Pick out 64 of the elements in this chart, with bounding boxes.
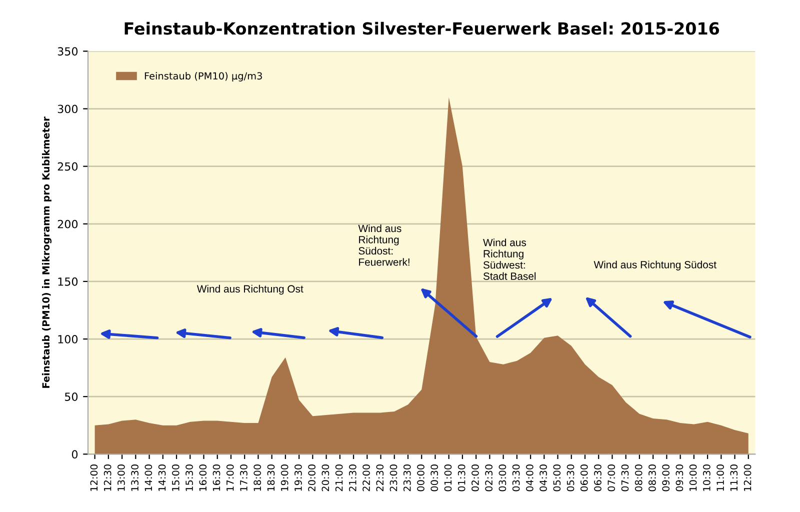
x-tick-label: 11:30 <box>730 464 738 491</box>
x-tick-label: 21:00 <box>335 464 343 492</box>
x-tick-label: 15:00 <box>172 464 180 491</box>
x-tick-label: 00:00 <box>417 464 424 492</box>
x-tick-label: 17:00 <box>226 464 234 491</box>
x-tick-label: 22:30 <box>376 464 384 492</box>
annotation: Wind aus Richtung Südost <box>594 260 716 270</box>
x-tick-label: 17:30 <box>240 464 248 491</box>
x-tick-label: 03:00 <box>498 464 506 492</box>
x-tick-label: 07:30 <box>621 464 629 492</box>
x-tick-label: 02:00 <box>472 464 479 492</box>
x-tick-label: 06:00 <box>580 464 588 492</box>
x-tick-label: 09:30 <box>676 464 684 492</box>
x-tick-label: 20:30 <box>322 464 330 492</box>
x-tick-label: 04:30 <box>540 464 547 492</box>
x-tick-label: 23:00 <box>390 464 398 492</box>
y-tick-label: 200 <box>58 220 78 228</box>
x-tick-label: 04:00 <box>526 464 534 492</box>
x-tick-label: 19:00 <box>280 464 288 491</box>
y-tick-label: 350 <box>58 47 78 56</box>
y-tick-label: 100 <box>58 334 78 344</box>
x-tick-label: 08:00 <box>634 464 642 492</box>
y-tick-label: 250 <box>58 162 78 171</box>
x-tick-label: 10:30 <box>703 464 710 491</box>
x-tick-label: 08:30 <box>648 464 656 492</box>
y-tick-label: 150 <box>58 277 78 286</box>
x-tick-label: 00:30 <box>430 464 438 492</box>
legend-label: Feinstaub (PM10) µg/m3 <box>144 72 262 82</box>
x-tick-label: 15:30 <box>186 464 193 491</box>
x-tick-label: 10:00 <box>689 464 697 491</box>
x-tick-label: 21:30 <box>348 464 356 492</box>
chart-title: Feinstaub-Konzentration Silvester-Feuerwerk Basel: 2015-2016 <box>124 22 720 35</box>
x-tick-label: 01:00 <box>444 464 452 492</box>
x-tick-label: 19:30 <box>294 464 302 491</box>
x-tick-label: 12:30 <box>104 464 112 491</box>
x-tick-label: 12:00 <box>744 464 752 491</box>
y-axis-title: Feinstaub (PM10) in Mikrogramm pro Kubikmeter <box>42 116 52 388</box>
annotation: Wind aus Richtung Südwest: Stadt Basel <box>483 238 536 280</box>
x-tick-label: 20:00 <box>308 464 316 492</box>
y-tick-label: 0 <box>72 450 78 459</box>
x-tick-label: 13:00 <box>118 464 125 491</box>
x-tick-label: 01:30 <box>458 464 466 492</box>
x-tick-label: 16:00 <box>199 464 207 491</box>
y-tick-label: 300 <box>58 104 78 114</box>
x-tick-label: 11:00 <box>716 464 724 491</box>
x-tick-label: 18:00 <box>254 464 262 491</box>
x-tick-label: 22:00 <box>362 464 370 492</box>
x-tick-label: 06:30 <box>594 464 602 492</box>
x-tick-label: 05:00 <box>553 464 561 492</box>
x-tick-label: 14:30 <box>158 464 166 491</box>
x-tick-label: 02:30 <box>485 464 493 492</box>
x-tick-label: 12:00 <box>90 464 98 491</box>
x-tick-label: 23:30 <box>403 464 411 492</box>
annotation: Wind aus Richtung Ost <box>196 284 304 295</box>
y-tick-label: 50 <box>64 392 78 401</box>
x-tick-label: 09:00 <box>662 464 670 492</box>
x-tick-label: 18:30 <box>267 464 275 491</box>
x-tick-label: 14:00 <box>144 464 152 491</box>
annotation: Wind aus Richtung Südost: Feuerwerk! <box>358 224 410 266</box>
x-tick-label: 16:30 <box>212 464 220 491</box>
x-tick-label: 13:30 <box>131 464 138 491</box>
x-tick-label: 03:30 <box>512 464 520 492</box>
x-tick-label: 05:30 <box>566 464 574 492</box>
x-tick-label: 07:00 <box>608 464 616 492</box>
